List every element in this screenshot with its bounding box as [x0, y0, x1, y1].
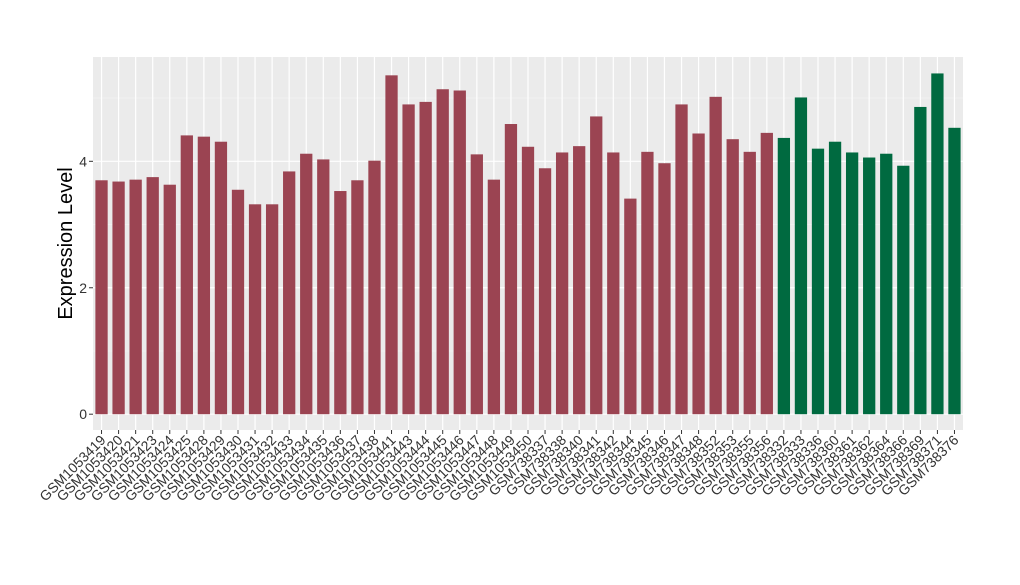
y-tick-label: 2	[79, 280, 87, 296]
bar-GSM1053437	[351, 180, 364, 415]
bar-GSM1053428	[197, 136, 211, 415]
bar-GSM1053434	[300, 153, 313, 415]
bar-GSM1053435	[317, 159, 330, 415]
bar-GSM1053425	[180, 135, 193, 415]
bar-GSM1053432	[265, 204, 279, 415]
bar-GSM1053421	[129, 179, 142, 415]
bar-GSM1053430	[231, 189, 245, 415]
bar-GSM738364	[880, 153, 893, 415]
bar-GSM1053424	[163, 184, 176, 415]
bar-GSM738356	[760, 132, 773, 415]
bar-GSM1053420	[112, 181, 125, 415]
bar-GSM1053444	[419, 101, 432, 415]
bar-GSM1053429	[214, 141, 228, 415]
bar-GSM738355	[743, 151, 756, 415]
bar-GSM1053450	[521, 146, 535, 415]
bar-GSM738340	[573, 146, 586, 415]
bar-GSM1053445	[436, 89, 449, 415]
bar-GSM1053438	[368, 160, 381, 415]
bar-GSM738346	[658, 163, 671, 415]
bar-GSM738371	[931, 73, 944, 415]
bar-GSM1053433	[283, 171, 296, 415]
bar-GSM1053448	[487, 179, 501, 415]
bar-GSM738366	[897, 165, 910, 415]
bar-GSM1053431	[248, 204, 262, 415]
y-tick-label: 4	[79, 153, 87, 169]
bar-GSM738353	[726, 139, 739, 415]
bar-GSM1053443	[402, 104, 415, 415]
bar-GSM738361	[845, 152, 859, 415]
y-axis: 0 2 4	[79, 153, 93, 422]
bar-GSM1053423	[146, 177, 159, 415]
bar-GSM738344	[624, 198, 637, 415]
bar-GSM1053419	[95, 180, 108, 415]
bar-GSM738336	[811, 148, 825, 415]
bar-GSM738341	[590, 116, 603, 415]
bar-GSM738342	[607, 152, 620, 415]
bar-GSM738362	[863, 157, 876, 415]
y-tick-label: 0	[79, 406, 87, 422]
bar-GSM738337	[538, 168, 552, 415]
x-axis: GSM1053419GSM1053420GSM1053421GSM1053423…	[36, 430, 962, 504]
bar-GSM738376	[948, 127, 961, 415]
bar-GSM738360	[828, 141, 842, 415]
bar-GSM1053436	[334, 191, 347, 415]
bar-GSM738345	[641, 151, 654, 415]
bar-GSM738352	[709, 96, 722, 415]
y-axis-label: Expression Level	[55, 167, 77, 319]
bars	[95, 73, 961, 415]
bar-GSM1053441	[385, 75, 398, 415]
bar-GSM738347	[675, 104, 688, 415]
bar-GSM738369	[914, 106, 927, 415]
bar-GSM738338	[555, 152, 569, 415]
bar-GSM1053449	[504, 124, 518, 415]
bar-GSM738348	[692, 133, 705, 415]
bar-GSM738333	[794, 97, 808, 415]
bar-GSM1053447	[470, 154, 483, 415]
bar-GSM1053446	[453, 90, 466, 415]
bar-GSM738332	[777, 137, 791, 415]
